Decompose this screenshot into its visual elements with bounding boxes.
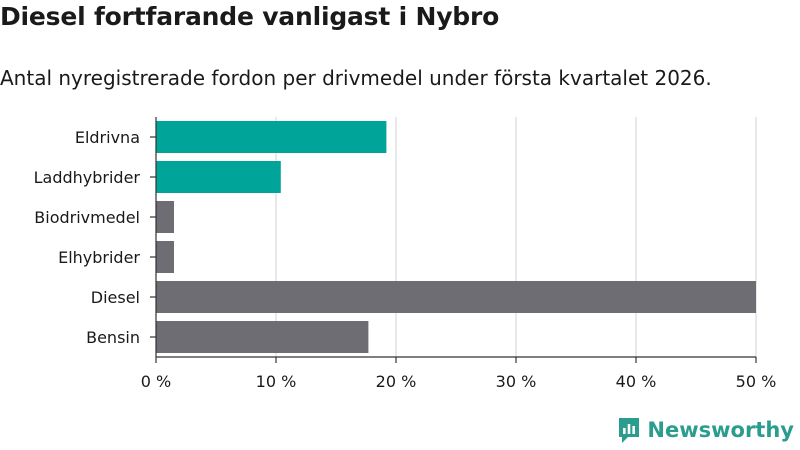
- grid-lines: [275, 117, 757, 357]
- x-tick-label: 40 %: [616, 372, 657, 391]
- bar-bensin: [156, 321, 369, 353]
- x-tick-label: 10 %: [256, 372, 297, 391]
- x-tick-label: 20 %: [376, 372, 417, 391]
- x-tick-label: 0 %: [141, 372, 171, 391]
- category-label: Elhybrider: [58, 248, 140, 267]
- category-label: Diesel: [91, 288, 140, 307]
- brand-name: Newsworthy: [647, 418, 794, 442]
- bar-diesel: [156, 281, 756, 313]
- bar-elhybrider: [156, 241, 174, 273]
- newsworthy-logo-icon: [619, 418, 640, 443]
- bar-eldrivna: [156, 121, 387, 153]
- category-labels: Eldrivna Laddhybrider Biodrivmedel Elhybrid…: [34, 128, 156, 347]
- category-label: Bensin: [86, 328, 140, 347]
- category-label: Laddhybrider: [34, 168, 141, 187]
- x-tick-label: 50 %: [736, 372, 777, 391]
- bar-biodrivmedel: [156, 201, 174, 233]
- chart-title: Diesel fortfarande vanligast i Nybro: [0, 2, 500, 31]
- bars: [156, 121, 756, 353]
- category-label: Biodrivmedel: [34, 208, 140, 227]
- bar-laddhybrider: [156, 161, 281, 193]
- category-label: Eldrivna: [75, 128, 140, 147]
- chart-subtitle: Antal nyregistrerade fordon per drivmede…: [0, 66, 712, 90]
- brand-logo: Newsworthy: [617, 416, 794, 444]
- x-axis: 0 % 10 % 20 % 30 % 40 % 50 %: [141, 117, 777, 391]
- x-tick-label: 30 %: [496, 372, 537, 391]
